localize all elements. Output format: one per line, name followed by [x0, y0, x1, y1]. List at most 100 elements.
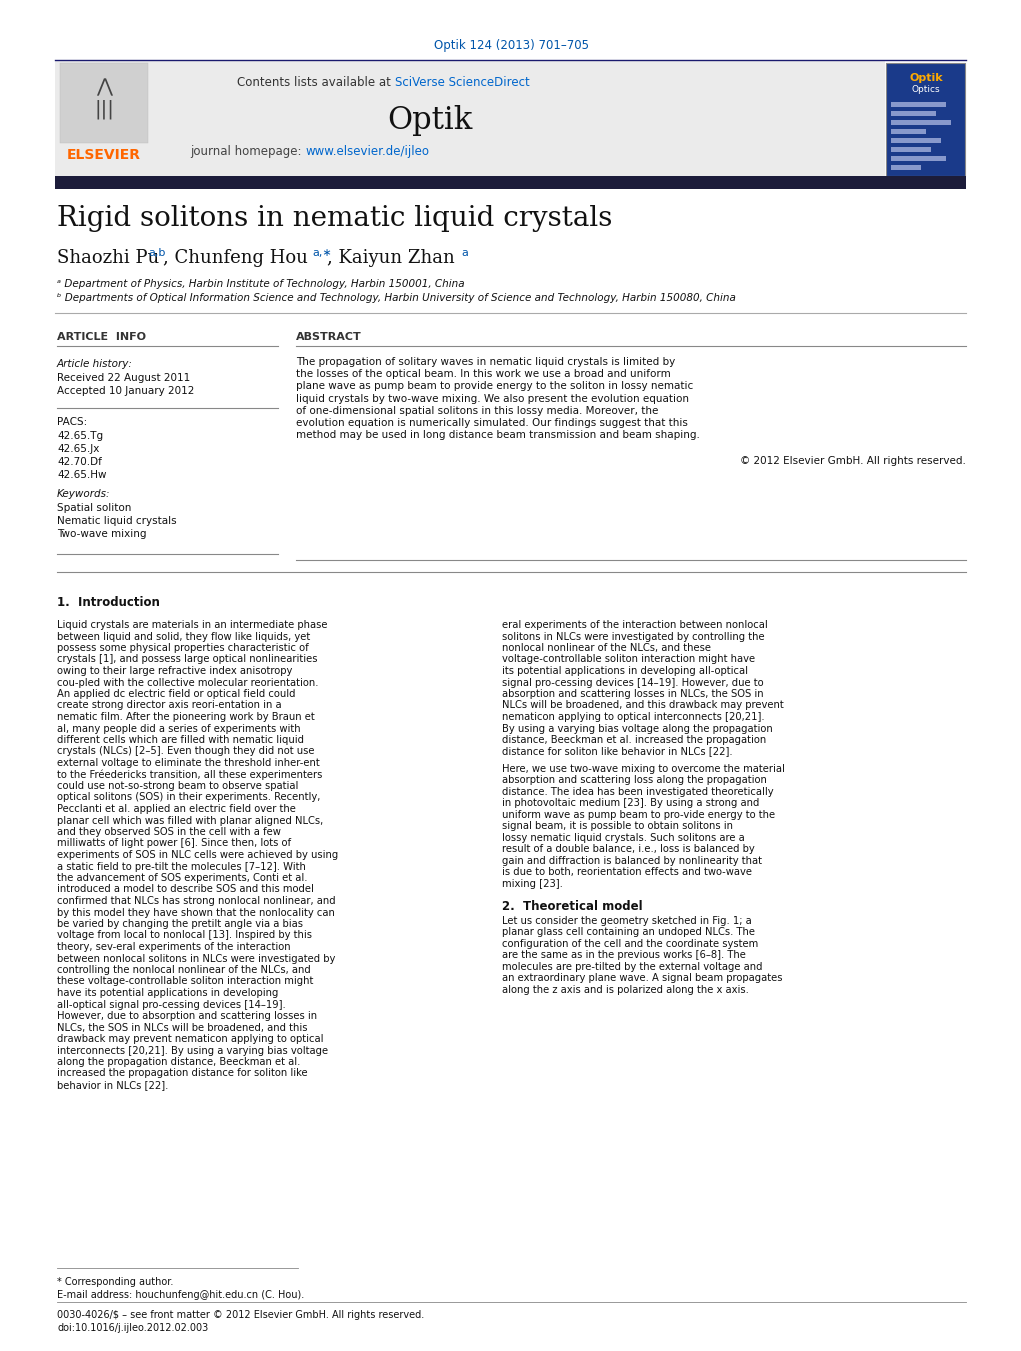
- Text: the losses of the optical beam. In this work we use a broad and uniform: the losses of the optical beam. In this …: [296, 369, 671, 380]
- Text: experiments of SOS in NLC cells were achieved by using: experiments of SOS in NLC cells were ach…: [57, 850, 338, 861]
- Text: By using a varying bias voltage along the propagation: By using a varying bias voltage along th…: [502, 724, 773, 734]
- Text: journal homepage:: journal homepage:: [190, 146, 305, 158]
- Text: to the Fréedericks transition, all these experimenters: to the Fréedericks transition, all these…: [57, 769, 323, 780]
- Text: ARTICLE  INFO: ARTICLE INFO: [57, 332, 146, 342]
- Text: distance for soliton like behavior in NLCs [22].: distance for soliton like behavior in NL…: [502, 747, 733, 757]
- Text: is due to both, reorientation effects and two-wave: is due to both, reorientation effects an…: [502, 867, 752, 877]
- Text: a static field to pre-tilt the molecules [7–12]. With: a static field to pre-tilt the molecules…: [57, 862, 306, 871]
- Text: Article history:: Article history:: [57, 359, 133, 369]
- Text: Received 22 August 2011: Received 22 August 2011: [57, 373, 190, 382]
- Text: its potential applications in developing all-optical: its potential applications in developing…: [502, 666, 748, 676]
- Text: different cells which are filled with nematic liquid: different cells which are filled with ne…: [57, 735, 304, 744]
- Text: eral experiments of the interaction between nonlocal: eral experiments of the interaction betw…: [502, 620, 768, 630]
- Text: NLCs, the SOS in NLCs will be broadened, and this: NLCs, the SOS in NLCs will be broadened,…: [57, 1023, 307, 1032]
- Text: Optics: Optics: [912, 85, 940, 95]
- Text: Here, we use two-wave mixing to overcome the material: Here, we use two-wave mixing to overcome…: [502, 763, 785, 774]
- Text: the advancement of SOS experiments, Conti et al.: the advancement of SOS experiments, Cont…: [57, 873, 307, 884]
- Text: introduced a model to describe SOS and this model: introduced a model to describe SOS and t…: [57, 885, 313, 894]
- Text: distance. The idea has been investigated theoretically: distance. The idea has been investigated…: [502, 786, 774, 797]
- Text: along the propagation distance, Beeckman et al.: along the propagation distance, Beeckman…: [57, 1056, 300, 1067]
- Text: plane wave as pump beam to provide energy to the soliton in lossy nematic: plane wave as pump beam to provide energ…: [296, 381, 693, 392]
- Text: However, due to absorption and scattering losses in: However, due to absorption and scatterin…: [57, 1011, 318, 1021]
- Text: signal pro-cessing devices [14–19]. However, due to: signal pro-cessing devices [14–19]. Howe…: [502, 677, 764, 688]
- Text: signal beam, it is possible to obtain solitons in: signal beam, it is possible to obtain so…: [502, 821, 733, 831]
- Text: a,b: a,b: [148, 249, 165, 258]
- Bar: [891, 120, 951, 126]
- Text: ELSEVIER: ELSEVIER: [67, 149, 141, 162]
- Text: along the z axis and is polarized along the x axis.: along the z axis and is polarized along …: [502, 985, 748, 994]
- Text: could use not-so-strong beam to observe spatial: could use not-so-strong beam to observe …: [57, 781, 298, 790]
- Text: have its potential applications in developing: have its potential applications in devel…: [57, 988, 279, 998]
- Text: doi:10.1016/j.ijleo.2012.02.003: doi:10.1016/j.ijleo.2012.02.003: [57, 1323, 208, 1333]
- Text: 42.65.Hw: 42.65.Hw: [57, 470, 106, 480]
- Text: voltage from local to nonlocal [13]. Inspired by this: voltage from local to nonlocal [13]. Ins…: [57, 931, 312, 940]
- Text: theory, sev-eral experiments of the interaction: theory, sev-eral experiments of the inte…: [57, 942, 291, 952]
- Text: distance, Beeckman et al. increased the propagation: distance, Beeckman et al. increased the …: [502, 735, 766, 744]
- Text: molecules are pre-tilted by the external voltage and: molecules are pre-tilted by the external…: [502, 962, 763, 971]
- Text: result of a double balance, i.e., loss is balanced by: result of a double balance, i.e., loss i…: [502, 844, 755, 854]
- Text: cou-pled with the collective molecular reorientation.: cou-pled with the collective molecular r…: [57, 677, 319, 688]
- Text: lossy nematic liquid crystals. Such solitons are a: lossy nematic liquid crystals. Such soli…: [502, 832, 744, 843]
- Text: planar glass cell containing an undoped NLCs. The: planar glass cell containing an undoped …: [502, 927, 755, 938]
- Text: , Kaiyun Zhan: , Kaiyun Zhan: [327, 249, 454, 267]
- Text: PACS:: PACS:: [57, 417, 87, 427]
- Text: Keywords:: Keywords:: [57, 489, 110, 499]
- Text: Contents lists available at: Contents lists available at: [237, 77, 395, 89]
- Bar: [891, 128, 926, 134]
- Text: ⋀
|||: ⋀ |||: [94, 77, 114, 119]
- Text: gain and diffraction is balanced by nonlinearity that: gain and diffraction is balanced by nonl…: [502, 855, 762, 866]
- Text: Spatial soliton: Spatial soliton: [57, 503, 132, 513]
- Text: of one-dimensional spatial solitons in this lossy media. Moreover, the: of one-dimensional spatial solitons in t…: [296, 405, 659, 416]
- Text: drawback may prevent nematicon applying to optical: drawback may prevent nematicon applying …: [57, 1034, 324, 1044]
- Text: E-mail address: houchunfeng@hit.edu.cn (C. Hou).: E-mail address: houchunfeng@hit.edu.cn (…: [57, 1290, 304, 1300]
- Text: Optik 124 (2013) 701–705: Optik 124 (2013) 701–705: [434, 38, 588, 51]
- Text: controlling the nonlocal nonlinear of the NLCs, and: controlling the nonlocal nonlinear of th…: [57, 965, 310, 975]
- Text: planar cell which was filled with planar aligned NLCs,: planar cell which was filled with planar…: [57, 816, 324, 825]
- Text: optical solitons (SOS) in their experiments. Recently,: optical solitons (SOS) in their experime…: [57, 793, 321, 802]
- Text: interconnects [20,21]. By using a varying bias voltage: interconnects [20,21]. By using a varyin…: [57, 1046, 328, 1055]
- Text: absorption and scattering losses in NLCs, the SOS in: absorption and scattering losses in NLCs…: [502, 689, 764, 698]
- Bar: [891, 165, 921, 170]
- Text: a,∗: a,∗: [312, 249, 332, 258]
- Bar: [891, 111, 936, 116]
- Text: nematic film. After the pioneering work by Braun et: nematic film. After the pioneering work …: [57, 712, 314, 721]
- Text: al, many people did a series of experiments with: al, many people did a series of experime…: [57, 724, 300, 734]
- Text: these voltage-controllable soliton interaction might: these voltage-controllable soliton inter…: [57, 977, 313, 986]
- Bar: [891, 101, 946, 107]
- Text: in photovoltaic medium [23]. By using a strong and: in photovoltaic medium [23]. By using a …: [502, 798, 760, 808]
- Text: 2.  Theoretical model: 2. Theoretical model: [502, 900, 642, 913]
- Text: 42.65.Jx: 42.65.Jx: [57, 444, 99, 454]
- Text: nonlocal nonlinear of the NLCs, and these: nonlocal nonlinear of the NLCs, and thes…: [502, 643, 711, 653]
- Text: 0030-4026/$ – see front matter © 2012 Elsevier GmbH. All rights reserved.: 0030-4026/$ – see front matter © 2012 El…: [57, 1310, 425, 1320]
- Text: crystals (NLCs) [2–5]. Even though they did not use: crystals (NLCs) [2–5]. Even though they …: [57, 747, 314, 757]
- Text: possess some physical properties characteristic of: possess some physical properties charact…: [57, 643, 308, 653]
- Text: Let us consider the geometry sketched in Fig. 1; a: Let us consider the geometry sketched in…: [502, 916, 751, 925]
- Text: Rigid solitons in nematic liquid crystals: Rigid solitons in nematic liquid crystal…: [57, 204, 613, 231]
- Bar: [55, 61, 885, 176]
- Text: ᵇ Departments of Optical Information Science and Technology, Harbin University o: ᵇ Departments of Optical Information Sci…: [57, 293, 736, 303]
- Bar: [60, 63, 148, 143]
- Text: 42.70.Df: 42.70.Df: [57, 457, 102, 467]
- Text: between liquid and solid, they flow like liquids, yet: between liquid and solid, they flow like…: [57, 631, 310, 642]
- Text: configuration of the cell and the coordinate system: configuration of the cell and the coordi…: [502, 939, 759, 948]
- Bar: [886, 63, 965, 176]
- Text: NLCs will be broadened, and this drawback may prevent: NLCs will be broadened, and this drawbac…: [502, 701, 784, 711]
- Text: increased the propagation distance for soliton like: increased the propagation distance for s…: [57, 1069, 307, 1078]
- Text: absorption and scattering loss along the propagation: absorption and scattering loss along the…: [502, 775, 767, 785]
- Text: liquid crystals by two-wave mixing. We also present the evolution equation: liquid crystals by two-wave mixing. We a…: [296, 393, 689, 404]
- Text: crystals [1], and possess large optical nonlinearities: crystals [1], and possess large optical …: [57, 654, 318, 665]
- Text: © 2012 Elsevier GmbH. All rights reserved.: © 2012 Elsevier GmbH. All rights reserve…: [740, 457, 966, 466]
- Text: Nematic liquid crystals: Nematic liquid crystals: [57, 516, 177, 526]
- Text: owing to their large refractive index anisotropy: owing to their large refractive index an…: [57, 666, 292, 676]
- Text: create strong director axis reori-entation in a: create strong director axis reori-entati…: [57, 701, 282, 711]
- Text: are the same as in the previous works [6–8]. The: are the same as in the previous works [6…: [502, 950, 746, 961]
- Bar: [891, 147, 931, 153]
- Text: Two-wave mixing: Two-wave mixing: [57, 530, 146, 539]
- Bar: [55, 176, 966, 189]
- Text: Optik: Optik: [909, 73, 942, 82]
- Text: method may be used in long distance beam transmission and beam shaping.: method may be used in long distance beam…: [296, 430, 699, 440]
- Text: and they observed SOS in the cell with a few: and they observed SOS in the cell with a…: [57, 827, 281, 838]
- Text: by this model they have shown that the nonlocality can: by this model they have shown that the n…: [57, 908, 335, 917]
- Text: milliwatts of light power [6]. Since then, lots of: milliwatts of light power [6]. Since the…: [57, 839, 291, 848]
- Text: confirmed that NLCs has strong nonlocal nonlinear, and: confirmed that NLCs has strong nonlocal …: [57, 896, 336, 907]
